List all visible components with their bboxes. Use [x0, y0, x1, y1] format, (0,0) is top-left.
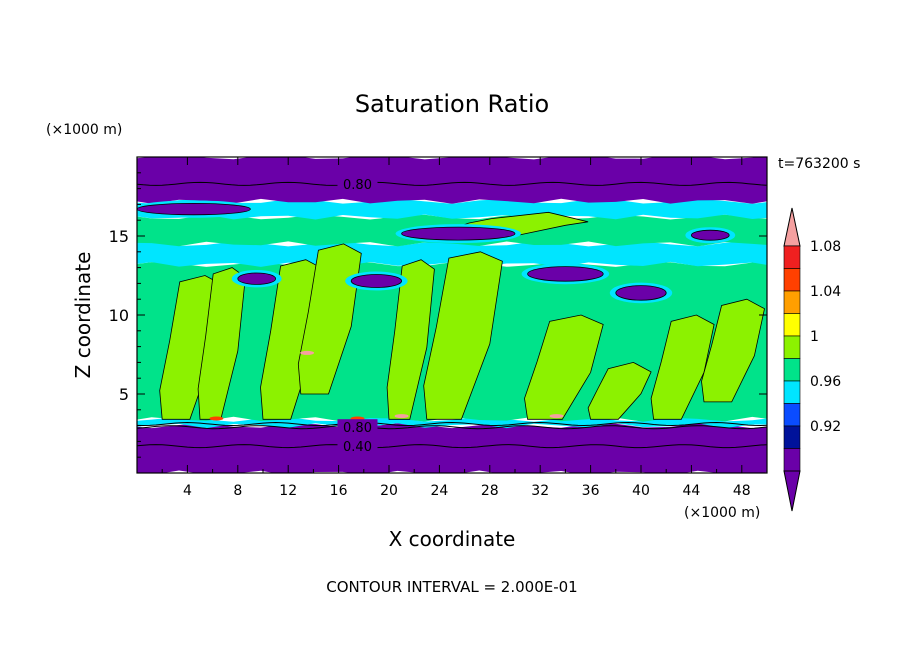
- colorbar-swatch: [783, 358, 801, 382]
- contour-label: 0.40: [343, 440, 372, 455]
- colorbar-swatch: [783, 290, 801, 314]
- x-tick-label: 48: [733, 483, 751, 499]
- x-tick-label: 28: [481, 483, 499, 499]
- contour-label-bg: [337, 419, 378, 434]
- dry-pocket: [137, 203, 251, 216]
- colorbar: 0.92 0.96 1 1.04 1.08: [783, 207, 841, 512]
- colorbar-label: 0.92: [810, 419, 841, 435]
- colorbar-swatch: [783, 403, 801, 427]
- band-region: [137, 241, 767, 267]
- x-tick-label: 32: [531, 483, 549, 499]
- contour-label: 0.80: [343, 178, 372, 193]
- spots-layer: [209, 350, 564, 421]
- x-tick-label: 12: [279, 483, 297, 499]
- x-axis: 4 8 12 16 20 24 28 32 36 40 44 48: [161, 157, 751, 499]
- moist-spot: [300, 350, 315, 355]
- dry-pocket: [527, 266, 604, 282]
- dry-pocket: [690, 229, 730, 241]
- plume-region: [423, 251, 503, 420]
- dry-pocket: [401, 226, 516, 241]
- time-label: t=763200 s: [778, 156, 860, 172]
- plume-region: [197, 267, 246, 420]
- band-region: [137, 423, 767, 473]
- x-unit-label: (×1000 m): [684, 505, 760, 521]
- y-tick-label: 15: [109, 227, 129, 246]
- y-axis: 5 10 15: [109, 172, 767, 458]
- dry-pocket: [237, 272, 277, 285]
- colorbar-label: 1.08: [810, 239, 841, 255]
- contour-layer: 0.80 0.80 0.40: [137, 175, 767, 455]
- moist-spot: [394, 414, 409, 419]
- x-tick-label: 36: [582, 483, 600, 499]
- x-tick-label: 20: [380, 483, 398, 499]
- y-unit-label: (×1000 m): [46, 122, 122, 138]
- plume-region: [524, 314, 604, 420]
- y-tick-label: 5: [119, 385, 129, 404]
- x-tick-label: 8: [233, 483, 242, 499]
- pockets-layer: [137, 200, 736, 304]
- x-tick-label: 4: [183, 483, 192, 499]
- chart-title: Saturation Ratio: [355, 90, 549, 118]
- contour-label: 0.80: [343, 421, 372, 436]
- band-region: [137, 198, 767, 220]
- dry-pocket: [350, 274, 402, 288]
- colorbar-label: 1.04: [810, 284, 841, 300]
- contour-label-bg: [337, 438, 378, 453]
- colorbar-swatch: [783, 245, 801, 269]
- colorbar-swatch: [783, 425, 801, 449]
- plume-region: [701, 298, 765, 403]
- plot-area: 0.80 0.80 0.40: [137, 157, 767, 473]
- dry-pocket: [615, 285, 667, 301]
- contour-line: [137, 421, 767, 427]
- colorbar-swatch: [783, 448, 801, 472]
- plume-region: [159, 275, 224, 420]
- colorbar-bottom-arrow: [783, 470, 801, 512]
- colorbar-top-arrow: [783, 207, 801, 247]
- plume-region: [587, 361, 652, 420]
- contour-line: [137, 444, 767, 449]
- colorbar-swatch: [783, 335, 801, 359]
- contour-line: [137, 181, 767, 186]
- contour-label-bg: [337, 175, 378, 190]
- moist-spot: [209, 416, 224, 421]
- contour-interval-label: CONTOUR INTERVAL = 2.000E-01: [326, 578, 577, 596]
- x-tick-label: 24: [430, 483, 448, 499]
- contour-line: [137, 425, 767, 430]
- x-tick-label: 44: [682, 483, 700, 499]
- colorbar-swatch: [783, 313, 801, 337]
- moist-spot: [549, 414, 564, 419]
- plume-region: [260, 259, 324, 420]
- x-tick-label: 40: [632, 483, 650, 499]
- colorbar-swatch: [783, 268, 801, 292]
- band-region: [137, 157, 767, 204]
- colorbar-label: 0.96: [810, 374, 841, 390]
- colorbar-swatch: [783, 380, 801, 404]
- plume-region: [386, 259, 435, 420]
- x-axis-label: X coordinate: [389, 527, 516, 551]
- colorbar-label: 1: [810, 329, 819, 345]
- y-tick-label: 10: [109, 306, 129, 325]
- plumes-layer: [159, 211, 765, 420]
- plume-region: [650, 314, 715, 420]
- y-axis-label: Z coordinate: [71, 252, 95, 379]
- x-tick-label: 16: [330, 483, 348, 499]
